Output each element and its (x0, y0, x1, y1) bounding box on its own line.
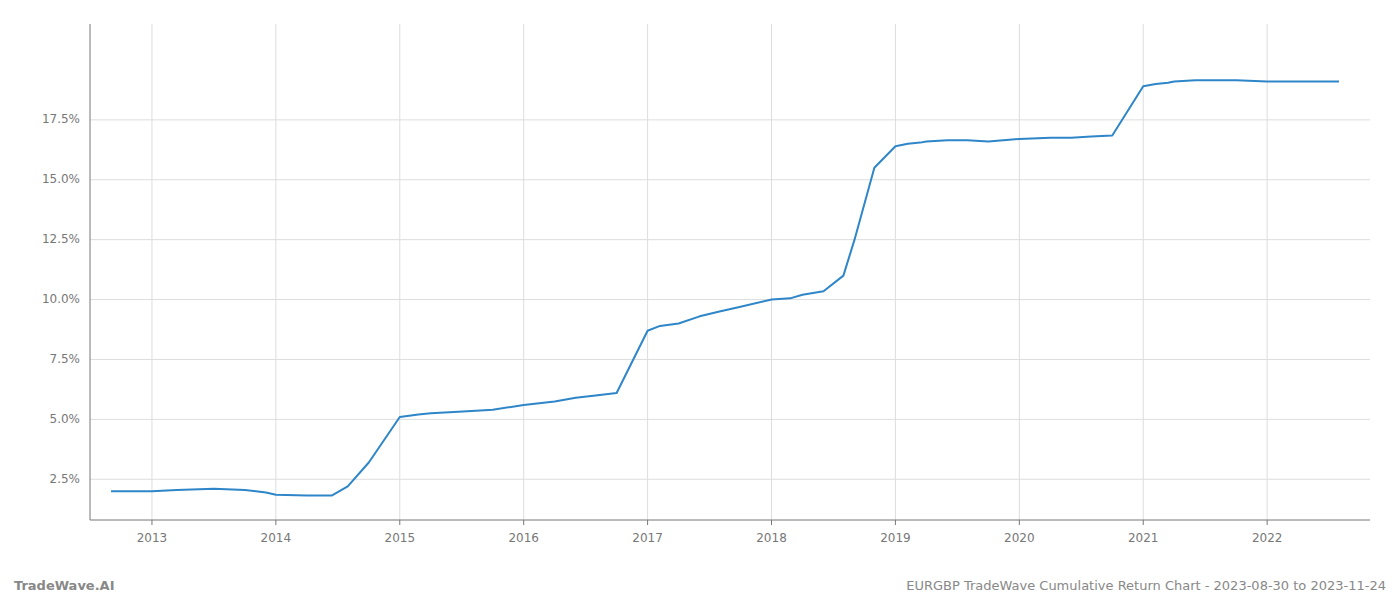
x-grid-line (151, 24, 152, 520)
x-tick (1267, 520, 1268, 525)
x-tick-label: 2020 (1004, 531, 1035, 545)
x-tick (895, 520, 896, 525)
footer-right: EURGBP TradeWave Cumulative Return Chart… (906, 578, 1386, 593)
x-grid-line (1143, 24, 1144, 520)
y-tick-label: 2.5% (50, 472, 81, 486)
grid (90, 24, 1370, 520)
x-tick (399, 520, 400, 525)
x-tick-label: 2013 (137, 531, 168, 545)
x-tick (1019, 520, 1020, 525)
chart: 2.5% 5.0% 7.5% 10.0% 12.5% 15.0% 17.5% 2013 2014… (0, 0, 1400, 600)
x-tick-label: 2015 (385, 531, 416, 545)
page: {"chart_data": { "type": "line", "x": [2… (0, 0, 1400, 600)
x-tick-label: 2022 (1252, 531, 1283, 545)
y-grid-line (90, 299, 1370, 300)
x-grid-line (647, 24, 648, 520)
x-tick (771, 520, 772, 525)
x-tick (647, 520, 648, 525)
x-grid-line (771, 24, 772, 520)
x-grid-line (275, 24, 276, 520)
y-grid-line (90, 479, 1370, 480)
y-grid-line (90, 119, 1370, 120)
y-tick-label: 12.5% (42, 232, 80, 246)
x-tick (275, 520, 276, 525)
y-grid-line (90, 359, 1370, 360)
y-grid-line (90, 239, 1370, 240)
axes: 2.5% 5.0% 7.5% 10.0% 12.5% 15.0% 17.5% 2013 2014… (42, 24, 1370, 545)
x-axis-line (90, 520, 1370, 521)
x-tick (151, 520, 152, 525)
y-axis-line (90, 24, 91, 520)
line (111, 80, 1339, 495)
plot-data (111, 80, 1339, 495)
x-grid-line (523, 24, 524, 520)
x-tick-label: 2016 (508, 531, 539, 545)
y-tick-label: 15.0% (42, 172, 80, 186)
y-grid-line (90, 419, 1370, 420)
y-tick-label: 17.5% (42, 112, 80, 126)
footer-left: TradeWave.AI (14, 578, 115, 593)
x-tick-label: 2018 (756, 531, 787, 545)
y-tick-label: 7.5% (50, 352, 81, 366)
y-tick-label: 5.0% (50, 412, 81, 426)
x-tick-label: 2019 (880, 531, 911, 545)
x-tick-label: 2014 (261, 531, 292, 545)
x-tick-label: 2017 (632, 531, 663, 545)
y-grid-line (90, 179, 1370, 180)
x-tick (523, 520, 524, 525)
x-grid-line (1267, 24, 1268, 520)
x-tick-label: 2021 (1128, 531, 1159, 545)
x-grid-line (1019, 24, 1020, 520)
x-grid-line (399, 24, 400, 520)
x-tick (1143, 520, 1144, 525)
x-grid-line (895, 24, 896, 520)
y-tick-label: 10.0% (42, 292, 80, 306)
